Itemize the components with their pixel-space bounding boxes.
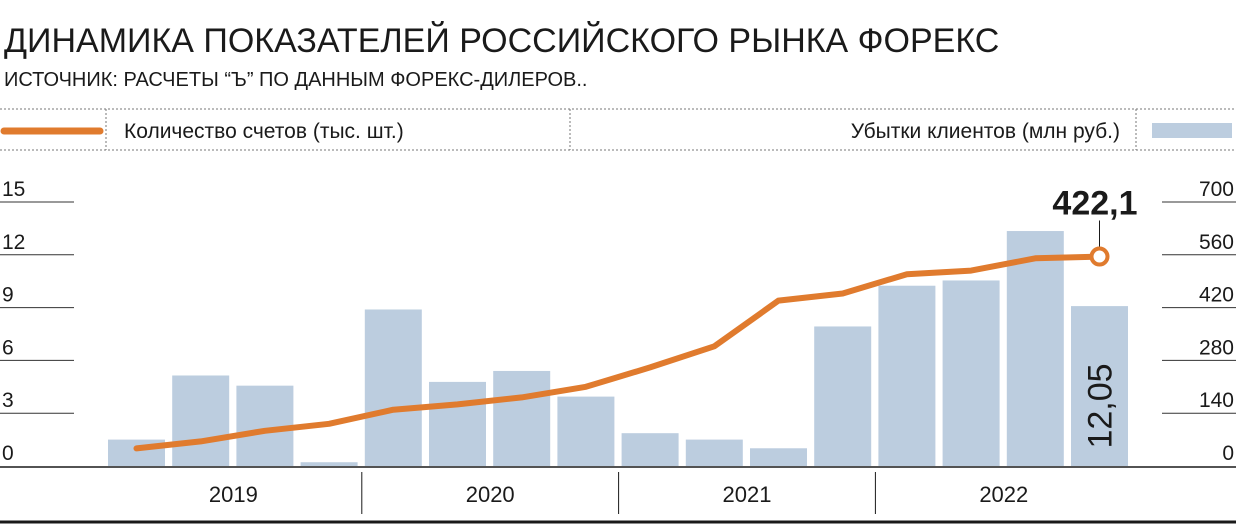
right-tick-label: 140: [1199, 389, 1234, 412]
year-axis: 2019 2020 2021 2022: [0, 466, 1236, 524]
year-label: 2019: [209, 482, 258, 507]
right-tick-label: 420: [1199, 284, 1234, 307]
year-label: 2021: [723, 482, 772, 507]
bar: [942, 280, 1000, 466]
axis-ticks: 0 0 3 140 6 280 9 420 12 560 15 700: [2, 178, 1234, 465]
left-tick-label: 3: [2, 389, 14, 412]
year-label: 2022: [979, 482, 1028, 507]
bar: [814, 326, 872, 466]
bar: [878, 285, 936, 466]
bar: [1006, 231, 1064, 466]
year-label: 2020: [466, 482, 515, 507]
bar: [172, 375, 230, 466]
bar: [685, 439, 743, 466]
bar-series: [108, 231, 1128, 466]
left-tick-label: 15: [2, 178, 25, 201]
right-tick-label: 280: [1199, 336, 1234, 359]
left-tick-label: 9: [2, 284, 14, 307]
callout-last-line: 422,1: [1052, 185, 1138, 247]
bar: [493, 370, 551, 466]
legend: Количество счетов (тыс. шт.) Убытки клие…: [0, 108, 1236, 151]
right-tick-label: 560: [1199, 231, 1234, 254]
bar: [300, 462, 358, 466]
chart-subtitle: ИСТОЧНИК: РАСЧЕТЫ “Ъ” ПО ДАННЫМ ФОРЕКС-Д…: [4, 69, 588, 91]
legend-bar-swatch: [1152, 123, 1232, 138]
right-tick-label: 700: [1199, 178, 1234, 201]
legend-line-label: Количество счетов (тыс. шт.): [124, 120, 404, 143]
left-tick-label: 0: [2, 442, 14, 465]
chart-title: ДИНАМИКА ПОКАЗАТЕЛЕЙ РОССИЙСКОГО РЫНКА Ф…: [4, 22, 999, 60]
bar: [1071, 306, 1128, 466]
bar: [557, 396, 615, 466]
bar: [750, 448, 807, 466]
bar: [429, 381, 486, 466]
line-series: [133, 246, 1110, 452]
bar: [364, 309, 422, 466]
left-tick-label: 6: [2, 336, 14, 359]
line-path: [133, 253, 1103, 452]
gridlines: [0, 201, 1236, 414]
bar: [621, 433, 679, 466]
callout-line-value: 422,1: [1052, 185, 1137, 223]
right-tick-label: 0: [1222, 442, 1234, 465]
line-end-marker: [1089, 246, 1110, 267]
left-tick-label: 12: [2, 231, 25, 254]
last-bar-label: 12,05: [1082, 363, 1120, 448]
legend-bar-label: Убытки клиентов (млн руб.): [851, 120, 1120, 143]
